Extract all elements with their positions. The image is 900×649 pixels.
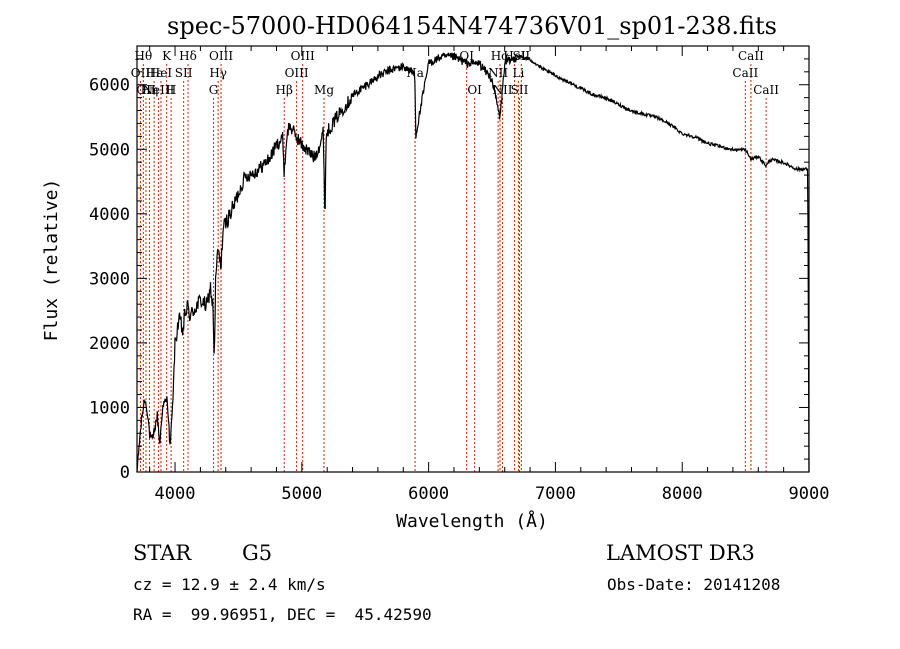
line-marker-label-0: OII	[131, 66, 151, 80]
line-marker-label-30: CaII	[753, 83, 779, 97]
spectrum-line	[136, 51, 810, 473]
line-marker-label-6: HeI	[150, 66, 173, 80]
x-tick-label: 7000	[535, 484, 576, 504]
chart-title: spec-57000-HD064154N474736V01_sp01-238.f…	[167, 12, 777, 40]
plot-frame	[136, 45, 810, 473]
observation-date: Obs-Date: 20141208	[607, 575, 780, 594]
line-marker-label-28: CaII	[732, 66, 758, 80]
line-marker-label-4: Hε	[146, 66, 163, 80]
y-tick-label: 5000	[89, 140, 130, 160]
line-marker-label-10: Hδ	[179, 49, 197, 63]
line-marker-label-5: NeIII	[143, 83, 175, 97]
line-marker-label-11: G	[209, 83, 219, 97]
line-marker-label-2: OII	[136, 83, 156, 97]
emission-line-markers	[139, 64, 767, 472]
redshift-cz: cz = 12.9 ± 2.4 km/s	[133, 575, 326, 594]
line-marker-label-13: OIII	[209, 49, 233, 63]
x-axis: 4000 5000 6000 7000 8000 9000	[149, 46, 830, 504]
line-marker-label-1: Hθ	[134, 49, 152, 63]
line-marker-label-20: OI	[467, 83, 482, 97]
line-marker-label-9: SII	[175, 66, 193, 80]
y-axis-label: Flux (relative)	[41, 179, 62, 342]
y-axis: 0 1000 2000 3000 4000 5000 6000	[89, 58, 809, 483]
survey-name: LAMOST DR3	[606, 541, 755, 565]
x-axis-label: Wavelength (Å)	[396, 510, 548, 532]
line-marker-label-16: OIII	[291, 49, 315, 63]
y-tick-label: 4000	[89, 205, 130, 225]
y-tick-label: 1000	[89, 398, 130, 418]
line-marker-label-12: Hγ	[209, 66, 227, 80]
line-marker-label-15: OIII	[285, 66, 309, 80]
x-tick-label: 6000	[408, 484, 449, 504]
line-marker-label-14: Hβ	[276, 83, 293, 97]
x-tick-label: 5000	[281, 484, 322, 504]
line-marker-label-7: K	[162, 49, 172, 63]
line-marker-label-8: H	[166, 83, 176, 97]
x-tick-label: 4000	[155, 484, 196, 504]
line-marker-label-22: Hα	[491, 49, 510, 63]
y-tick-label: 6000	[89, 76, 130, 96]
spectral-subclass: G5	[242, 541, 272, 565]
y-tick-label: 2000	[89, 334, 130, 354]
line-marker-label-17: Mg	[314, 83, 334, 97]
line-marker-label-25: Li	[512, 66, 524, 80]
line-marker-label-29: CaII	[738, 49, 764, 63]
x-tick-label: 8000	[662, 484, 703, 504]
y-tick-label: 0	[120, 463, 130, 483]
coordinates: RA = 99.96951, DEC = 45.42590	[133, 605, 432, 624]
emission-line-labels: OIIHθOIIHηHεNeIIIHeIKHSIIHδGHγOIIIHβOIII…	[131, 49, 780, 97]
x-tick-label: 9000	[789, 484, 830, 504]
line-marker-label-3: Hη	[141, 83, 159, 97]
y-tick-label: 3000	[89, 269, 130, 289]
line-marker-label-21: NII	[488, 66, 508, 80]
line-marker-label-26: SII	[511, 83, 529, 97]
object-class: STAR	[133, 541, 192, 565]
